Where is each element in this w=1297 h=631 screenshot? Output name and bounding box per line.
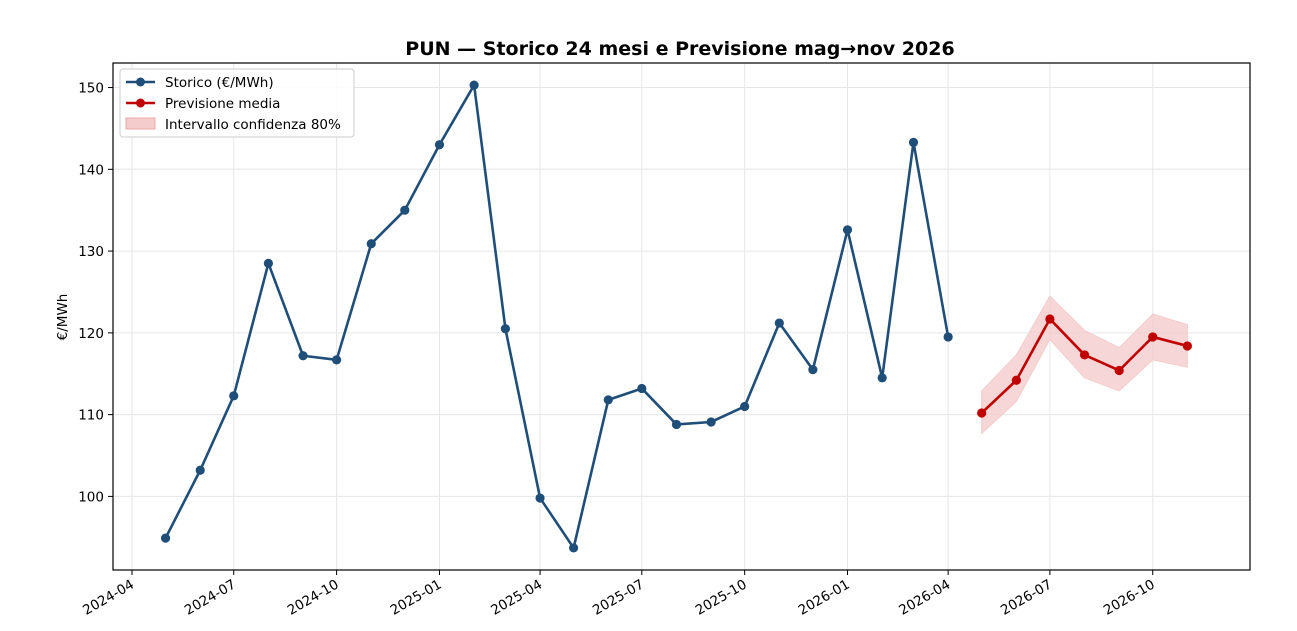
data-point xyxy=(943,332,953,342)
data-point xyxy=(569,543,579,553)
data-point xyxy=(332,355,342,365)
data-point xyxy=(500,324,511,334)
data-point xyxy=(1079,350,1090,360)
confidence-band xyxy=(981,295,1188,435)
legend-label-previsione: Previsione media xyxy=(165,96,280,112)
legend: Storico (€/MWh) Previsione media Interva… xyxy=(119,68,355,138)
data-point xyxy=(160,533,171,543)
data-point xyxy=(603,395,613,405)
data-point xyxy=(1114,365,1124,376)
series-1 xyxy=(977,314,1192,418)
legend-frame xyxy=(119,68,355,138)
y-axis-label: €/MWh xyxy=(55,294,71,341)
data-point xyxy=(400,205,410,215)
data-point xyxy=(977,408,987,418)
y-axis: 100 110 120 130 140 150 xyxy=(78,81,113,505)
y-tick-label: 110 xyxy=(78,408,104,424)
data-point xyxy=(671,419,682,430)
series-0 xyxy=(160,80,953,553)
y-tick-label: 100 xyxy=(78,489,104,505)
y-tick-label: 130 xyxy=(78,244,104,260)
legend-label-confidence: Intervallo confidenza 80% xyxy=(165,117,341,133)
data-point xyxy=(195,465,205,475)
data-point xyxy=(229,391,239,401)
data-point xyxy=(1182,341,1192,351)
y-tick-label: 120 xyxy=(78,326,104,342)
data-point xyxy=(298,351,308,361)
data-point xyxy=(1011,375,1021,385)
series-line xyxy=(164,83,950,550)
grid-layer xyxy=(113,63,1250,570)
data-point xyxy=(637,383,647,394)
legend-marker-previsione xyxy=(136,98,145,108)
series-layer xyxy=(160,80,1192,553)
data-point xyxy=(706,417,716,427)
data-point xyxy=(877,373,887,383)
y-tick-label: 140 xyxy=(78,162,104,178)
legend-label-storico: Storico (€/MWh) xyxy=(165,75,274,91)
plot-frame xyxy=(112,62,1251,571)
data-point xyxy=(1045,314,1055,324)
y-tick-label: 150 xyxy=(78,81,104,97)
confidence-band-layer xyxy=(981,295,1188,435)
legend-swatch-confidence xyxy=(125,117,156,130)
data-point xyxy=(263,258,273,268)
data-point xyxy=(1148,332,1158,342)
chart-title: PUN — Storico 24 mesi e Previsione mag→n… xyxy=(405,38,954,60)
data-point xyxy=(908,137,919,147)
data-point xyxy=(366,239,376,249)
data-point xyxy=(740,401,750,412)
data-point xyxy=(535,493,545,503)
data-point xyxy=(434,140,445,150)
data-point xyxy=(808,365,818,375)
data-point xyxy=(842,225,853,235)
data-point xyxy=(469,80,479,90)
legend-marker-storico xyxy=(136,77,145,87)
data-point xyxy=(774,318,784,328)
